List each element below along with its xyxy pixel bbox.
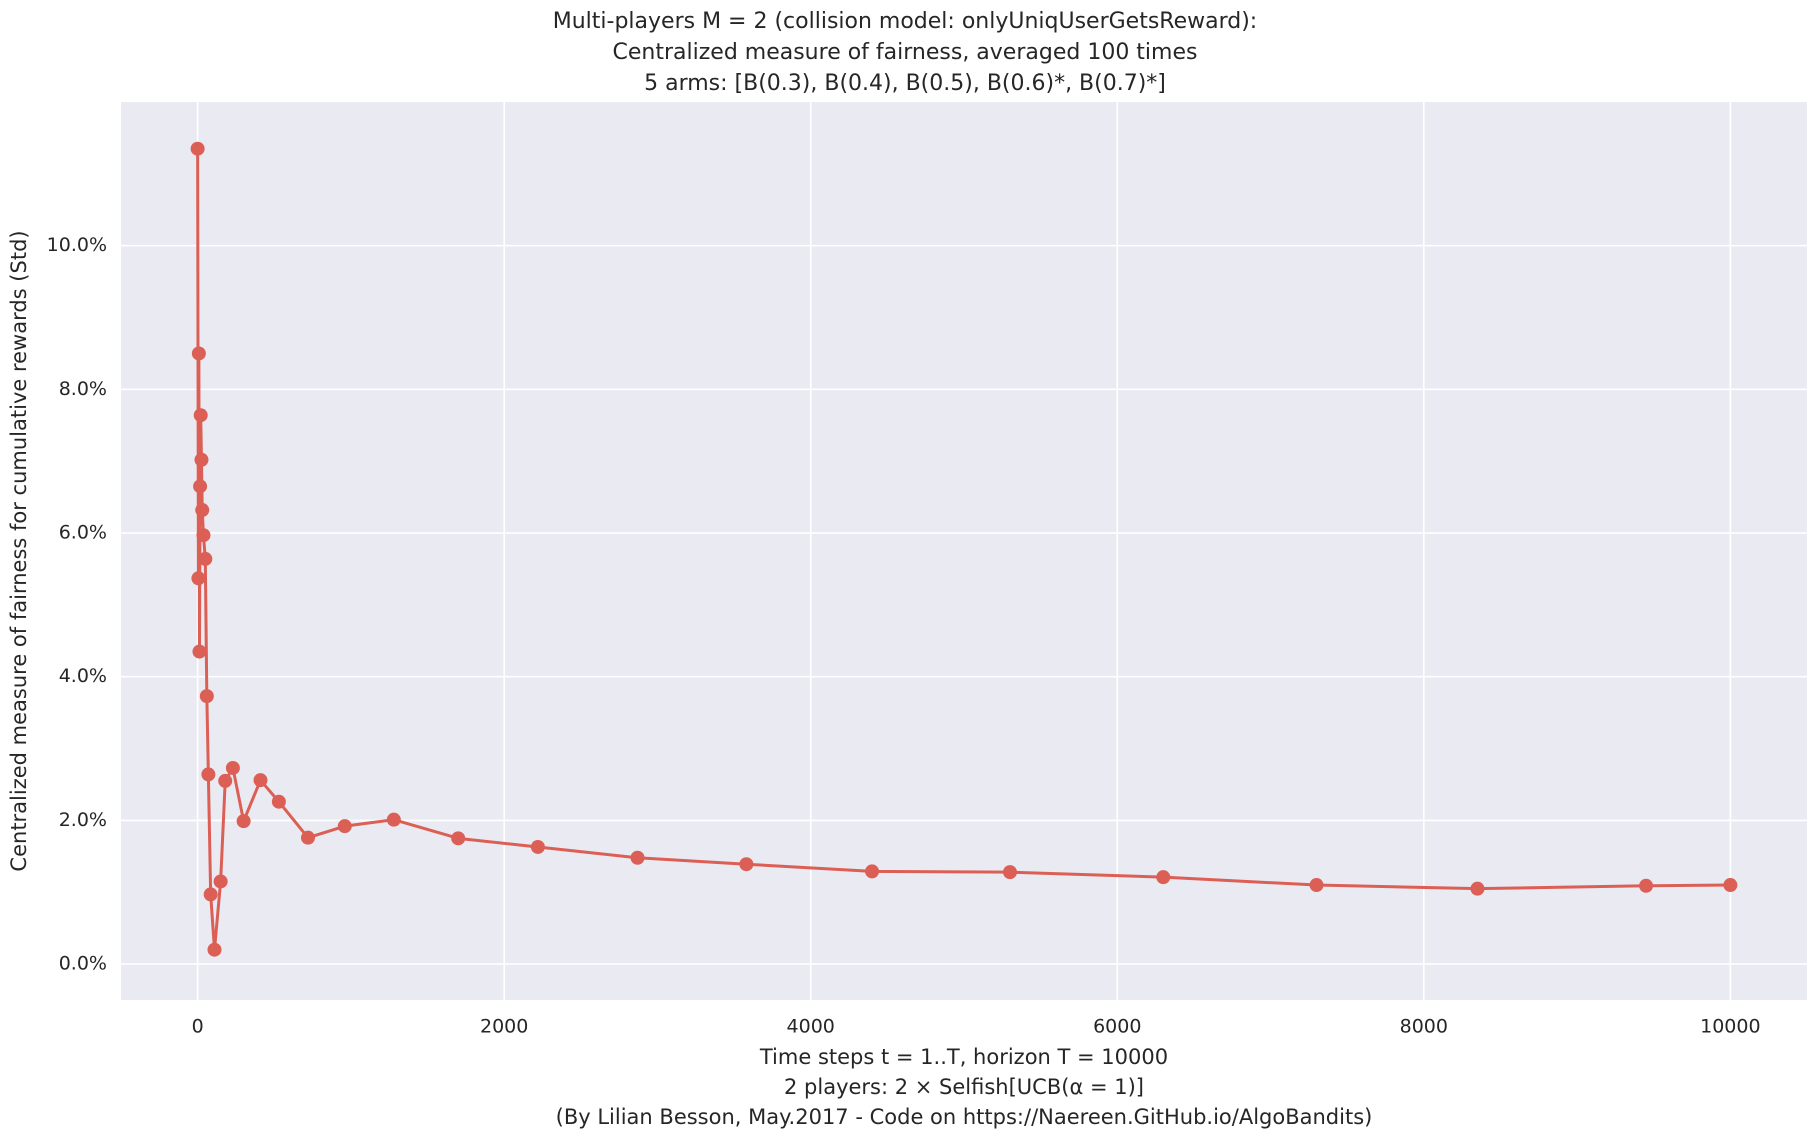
marker [198, 551, 213, 566]
marker [199, 689, 214, 704]
x-tick-label: 0 [192, 1016, 204, 1038]
marker [191, 346, 206, 361]
x-axis-label: Time steps t = 1..T, horizon T = 10000 [759, 1045, 1168, 1069]
marker [630, 850, 645, 865]
y-tick-label: 10.0% [47, 234, 107, 256]
x-tick-label: 10000 [1700, 1016, 1760, 1038]
marker [865, 864, 880, 879]
marker [201, 767, 216, 782]
marker [530, 839, 545, 854]
chart-title: 5 arms: [B(0.3), B(0.4), B(0.5), B(0.6)*… [644, 71, 1166, 96]
x-axis-label: (By Lilian Besson, May.2017 - Code on ht… [556, 1105, 1373, 1129]
marker [193, 408, 208, 423]
plot-area [121, 102, 1807, 1000]
y-tick-label: 0.0% [59, 953, 107, 975]
marker [451, 831, 466, 846]
y-tick-label: 6.0% [59, 522, 107, 544]
x-tick-label: 6000 [1093, 1016, 1141, 1038]
marker [739, 857, 754, 872]
marker [271, 794, 286, 809]
series-line [196, 148, 1731, 952]
marker [1723, 878, 1738, 893]
marker [193, 479, 208, 494]
marker [1002, 865, 1017, 880]
marker [196, 528, 211, 543]
x-tick-label: 4000 [787, 1016, 835, 1038]
marker [1156, 870, 1171, 885]
marker [1639, 878, 1654, 893]
y-tick-label: 4.0% [59, 665, 107, 687]
chart-title: Multi-players M = 2 (collision model: on… [553, 9, 1257, 34]
marker [1309, 878, 1324, 893]
marker [190, 141, 205, 156]
marker [386, 812, 401, 827]
marker [300, 830, 315, 845]
marker [195, 503, 210, 518]
marker [236, 814, 251, 829]
chart-title: Centralized measure of fairness, average… [613, 40, 1198, 65]
marker [253, 773, 268, 788]
y-axis-label: Centralized measure of fairness for cumu… [7, 230, 31, 871]
marker [337, 819, 352, 834]
marker [225, 760, 240, 775]
marker [1470, 881, 1485, 896]
y-tick-label: 2.0% [59, 809, 107, 831]
marker [191, 571, 206, 586]
x-tick-label: 8000 [1400, 1016, 1448, 1038]
marker [203, 887, 218, 902]
marker [213, 874, 228, 889]
marker [194, 452, 209, 467]
marker [192, 644, 207, 659]
x-axis-label: 2 players: 2 × Selfish[UCB(α = 1)] [784, 1075, 1144, 1099]
marker [207, 942, 222, 957]
marker [218, 773, 233, 788]
x-tick-label: 2000 [480, 1016, 528, 1038]
y-tick-label: 8.0% [59, 378, 107, 400]
